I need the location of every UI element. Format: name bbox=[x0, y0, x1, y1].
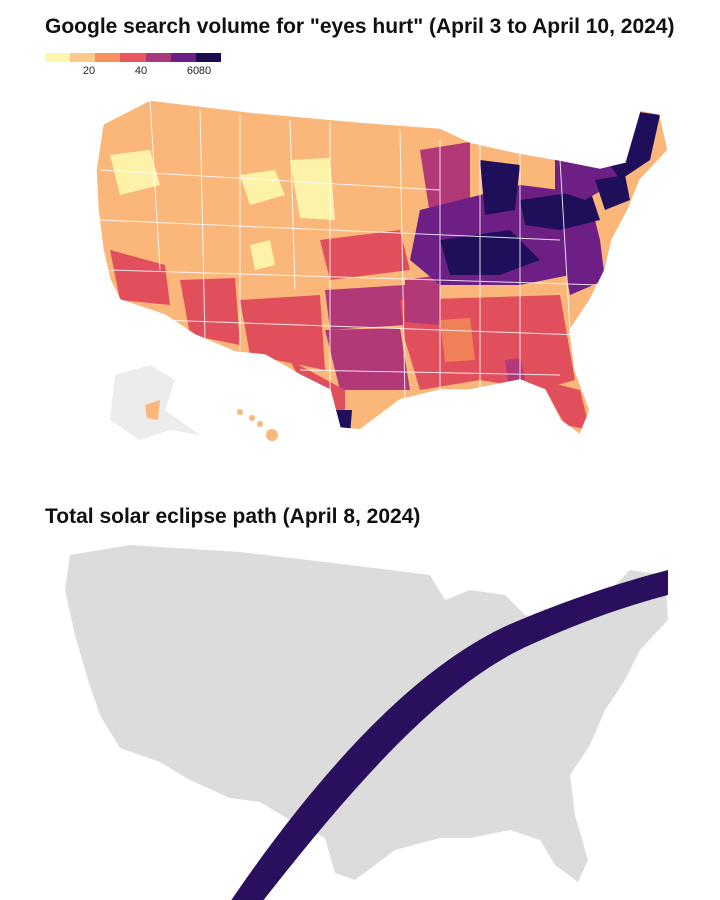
legend-swatch bbox=[45, 53, 71, 62]
legend-tick: 80 bbox=[198, 65, 212, 77]
us-silhouette bbox=[65, 545, 668, 882]
search-volume-map bbox=[95, 99, 669, 441]
color-legend: 20 40 60 80 bbox=[45, 53, 225, 83]
legend-tick: 40 bbox=[134, 65, 148, 77]
top-map-title: Google search volume for "eyes hurt" (Ap… bbox=[45, 15, 675, 38]
eclipse-path-map bbox=[65, 545, 668, 900]
legend-swatch bbox=[120, 53, 146, 62]
us-choropleth bbox=[96, 100, 668, 435]
state-borders bbox=[99, 100, 601, 401]
legend-swatch bbox=[145, 53, 171, 62]
legend-tick: 60 bbox=[186, 65, 200, 77]
legend-swatch bbox=[70, 53, 96, 62]
legend-swatch bbox=[170, 53, 196, 62]
legend-swatch bbox=[95, 53, 121, 62]
legend-color-bar bbox=[45, 53, 221, 62]
alaska-region bbox=[145, 400, 160, 420]
eclipse-totality-path bbox=[231, 570, 668, 900]
hawaii-shape bbox=[237, 409, 278, 441]
bottom-map-title: Total solar eclipse path (April 8, 2024) bbox=[45, 505, 421, 528]
legend-swatch bbox=[195, 53, 221, 62]
legend-ticks: 20 40 60 80 bbox=[45, 62, 221, 78]
legend-tick: 20 bbox=[82, 65, 96, 77]
us-outline bbox=[95, 99, 669, 437]
